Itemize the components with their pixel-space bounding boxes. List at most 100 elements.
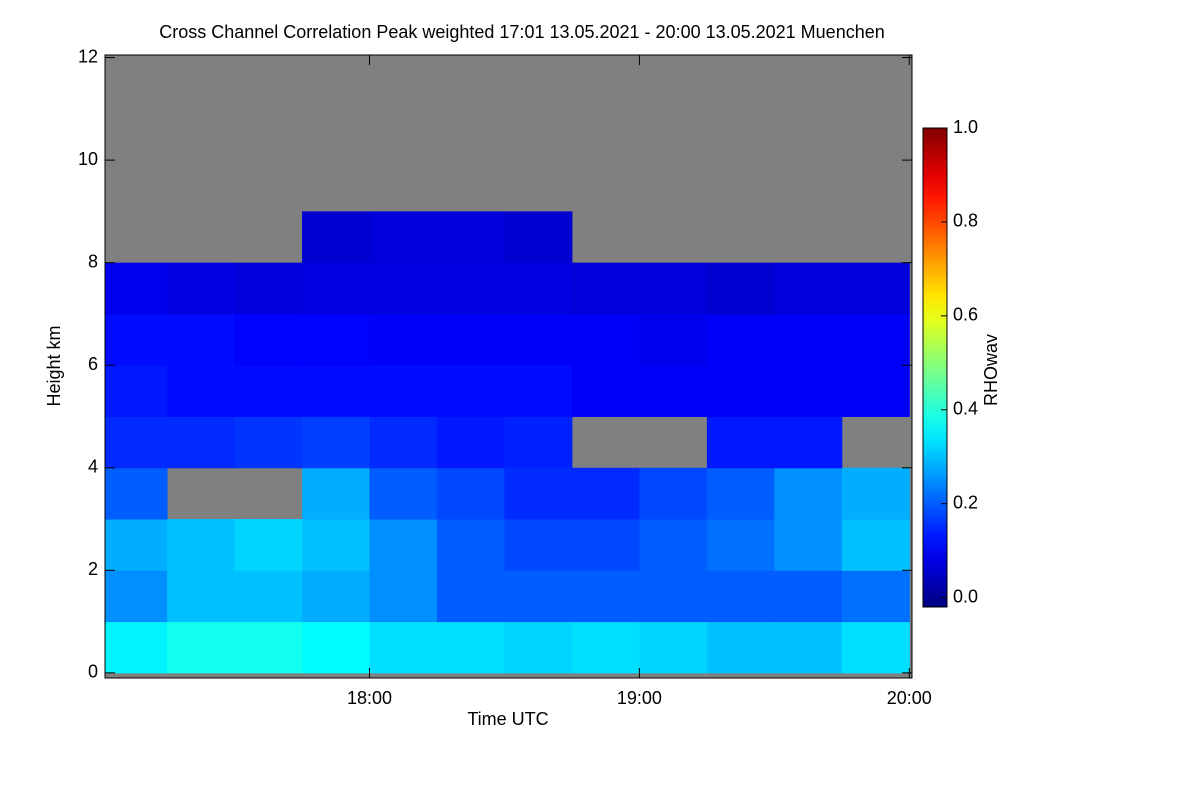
heat-cell <box>841 365 910 417</box>
colorbar-tick-label: 0.0 <box>953 586 978 606</box>
heat-cell <box>706 467 775 520</box>
y-tick-label: 12 <box>78 46 98 66</box>
heat-cell <box>369 365 438 417</box>
colorbar-tick-label: 0.2 <box>953 492 978 512</box>
y-tick-label: 8 <box>88 251 98 271</box>
heat-cell <box>706 519 775 571</box>
heat-cell <box>841 621 910 674</box>
chart-title: Cross Channel Correlation Peak weighted … <box>159 22 885 42</box>
heat-cell <box>436 570 505 623</box>
heat-cell <box>436 262 505 315</box>
y-tick-label: 4 <box>88 457 98 477</box>
heat-cell <box>774 313 843 366</box>
colorbar-tick-label: 1.0 <box>953 117 978 137</box>
heat-cell <box>571 467 640 520</box>
heat-cell <box>369 621 438 674</box>
x-tick-label: 19:00 <box>617 688 662 708</box>
heat-cell <box>167 570 236 623</box>
heat-cell <box>302 416 371 469</box>
heat-cell <box>504 519 573 571</box>
heat-cell <box>234 519 303 571</box>
heat-cell <box>504 416 573 469</box>
heat-cell <box>167 365 236 417</box>
heat-cell <box>436 416 505 469</box>
heat-cell <box>369 262 438 315</box>
heat-cell <box>706 621 775 674</box>
heat-cell <box>436 365 505 417</box>
heat-cell <box>774 262 843 315</box>
heat-cell <box>841 570 910 623</box>
heat-cell <box>369 467 438 520</box>
y-tick-label: 0 <box>88 662 98 682</box>
heat-cell <box>639 570 708 623</box>
heat-cell <box>436 313 505 366</box>
heat-cell <box>504 621 573 674</box>
axes: 18:00 19:00 20:00 0 2 4 6 8 10 12 0.0 0.2 0.4 0.6 0.8 1… <box>78 46 978 707</box>
heat-cell <box>706 262 775 315</box>
colorbar-tick-label: 0.6 <box>953 305 978 325</box>
heat-cell <box>167 519 236 571</box>
plot-frame <box>104 54 913 679</box>
heat-cell <box>774 519 843 571</box>
y-tick-label: 10 <box>78 149 98 169</box>
heat-cell <box>105 365 168 417</box>
heat-cell <box>706 313 775 366</box>
heat-cell <box>436 211 505 264</box>
heat-cell <box>302 365 371 417</box>
heat-cell <box>436 467 505 520</box>
heat-cell <box>841 467 910 520</box>
heat-cell <box>302 519 371 571</box>
heat-cell <box>234 313 303 366</box>
heat-cell <box>774 416 843 469</box>
heat-cell <box>302 211 371 264</box>
heat-cell <box>504 211 573 264</box>
heat-cell <box>167 313 236 366</box>
heat-cell <box>639 365 708 417</box>
colorbar-tick-label: 0.8 <box>953 211 978 231</box>
heat-cell <box>234 570 303 623</box>
heat-cell <box>105 416 168 469</box>
heat-cell <box>571 519 640 571</box>
heat-cell <box>774 621 843 674</box>
heat-cell <box>639 467 708 520</box>
heat-cell <box>105 313 168 366</box>
heat-cell <box>167 416 236 469</box>
heat-cell <box>571 621 640 674</box>
heat-cell <box>369 313 438 366</box>
heat-cell <box>167 621 236 674</box>
heat-cell <box>571 262 640 315</box>
heat-cell <box>774 467 843 520</box>
heat-cell <box>369 519 438 571</box>
heat-cell <box>504 467 573 520</box>
heat-cell <box>639 519 708 571</box>
heat-cell <box>369 416 438 469</box>
plot-area <box>105 55 912 678</box>
heat-cell <box>571 313 640 366</box>
y-axis-title: Height km <box>44 325 64 406</box>
heat-cell <box>234 416 303 469</box>
heat-cell <box>234 365 303 417</box>
heat-cell <box>639 262 708 315</box>
heat-cell <box>234 621 303 674</box>
heat-cell <box>302 313 371 366</box>
heat-cell <box>436 519 505 571</box>
heat-cell <box>302 262 371 315</box>
heat-cell <box>504 570 573 623</box>
heat-cell <box>774 570 843 623</box>
heat-cell <box>105 467 168 520</box>
heat-cell <box>302 621 371 674</box>
colorbar <box>922 127 948 608</box>
heat-cell <box>706 416 775 469</box>
heat-cell <box>706 365 775 417</box>
y-tick-label: 6 <box>88 354 98 374</box>
colorbar-title: RHOwav <box>981 334 1001 406</box>
heat-cell <box>105 262 168 315</box>
heat-cell <box>841 519 910 571</box>
y-tick-label: 2 <box>88 559 98 579</box>
heat-cell <box>436 621 505 674</box>
heat-cell <box>369 570 438 623</box>
heat-cell <box>571 570 640 623</box>
heat-cell <box>234 262 303 315</box>
heat-cell <box>841 313 910 366</box>
